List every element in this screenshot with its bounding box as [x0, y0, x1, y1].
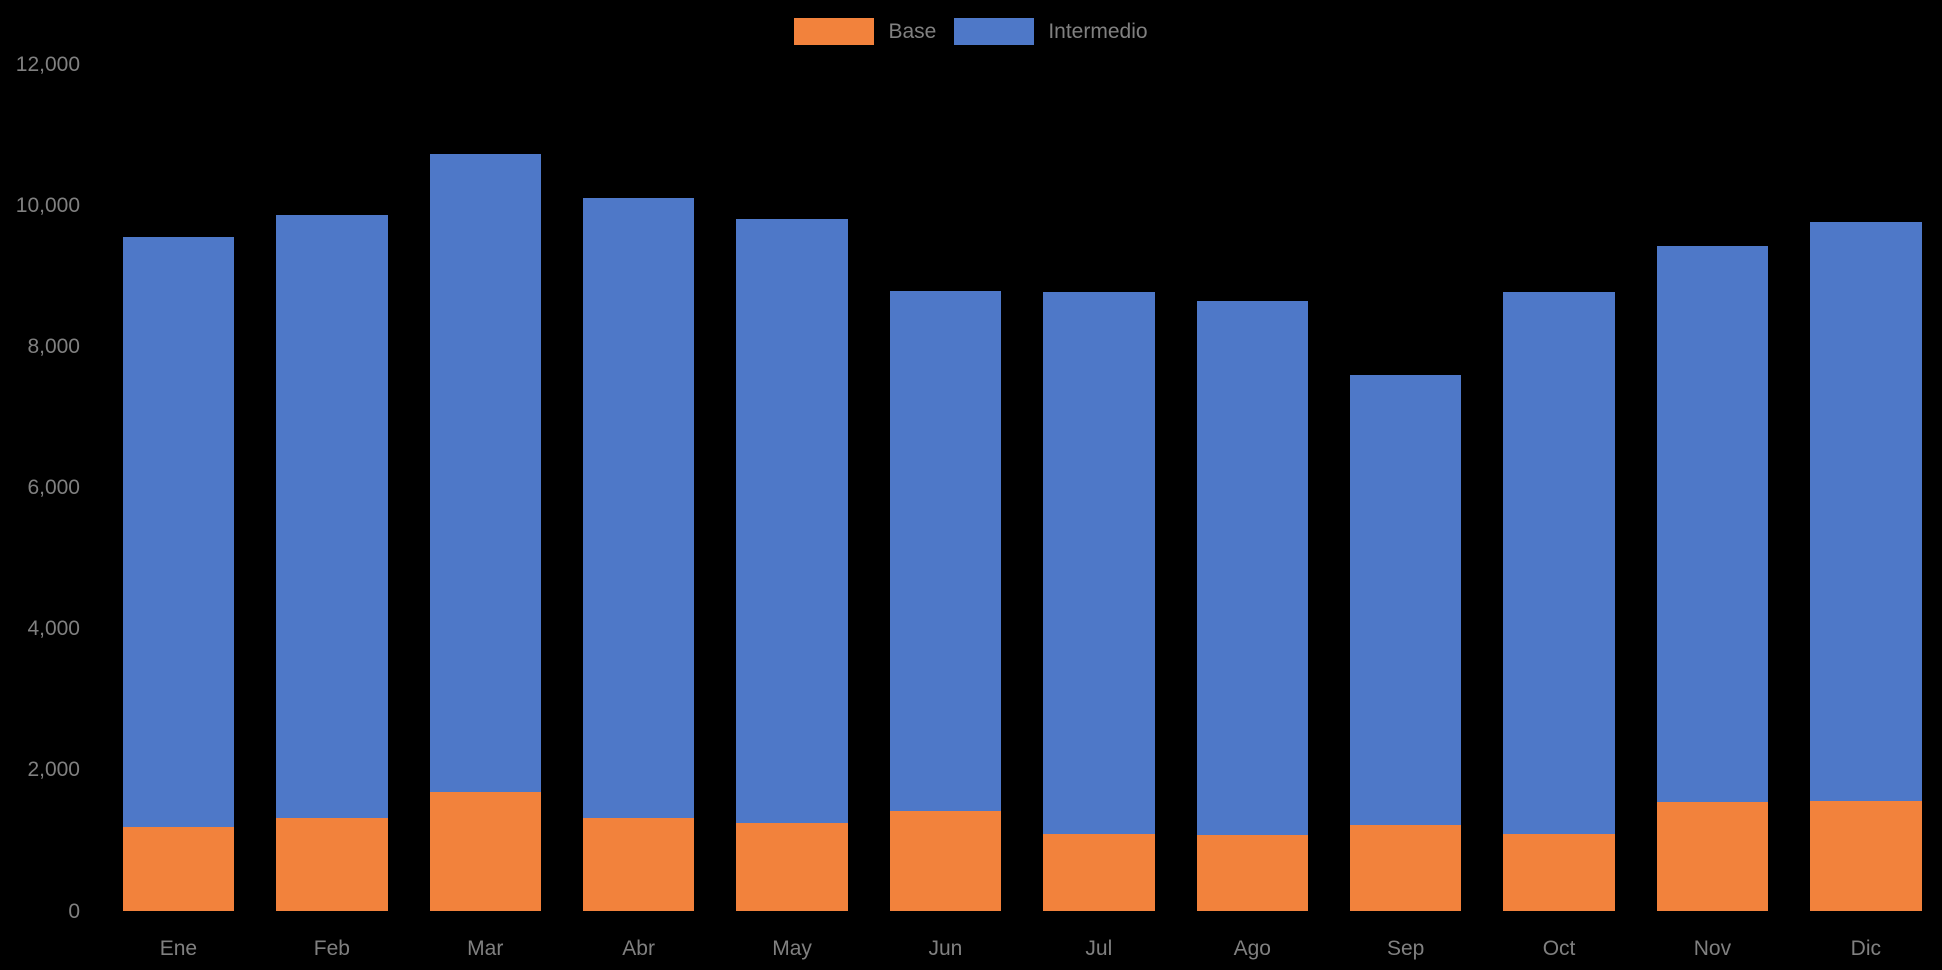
legend-label-base: Base [888, 20, 937, 43]
legend-item-intermedio[interactable]: Intermedio [954, 18, 1148, 45]
bar-segment-intermedio-ene[interactable] [122, 237, 235, 827]
bar-segment-intermedio-feb[interactable] [276, 215, 388, 818]
bar-segment-base-ago[interactable] [1196, 835, 1308, 912]
bar-segment-intermedio-jul[interactable] [1043, 292, 1155, 834]
bar-segment-intermedio-dic[interactable] [1810, 222, 1922, 802]
bar-segment-intermedio-oct[interactable] [1503, 292, 1615, 834]
x-axis-category-label-feb: Feb [313, 937, 350, 960]
chart-legend: Base Intermedio [0, 18, 1942, 45]
bar-segment-base-abr[interactable] [582, 818, 695, 912]
bar-segment-base-jul[interactable] [1043, 833, 1155, 912]
x-axis-category-label-nov: Nov [1693, 937, 1732, 960]
x-axis-category-label-jun: Jun [928, 937, 963, 960]
y-axis-tick-label-0: 0 [68, 899, 80, 923]
y-axis-tick-label-12000: 12,000 [15, 53, 80, 76]
bar-segment-base-sep[interactable] [1349, 824, 1462, 912]
bar-segment-intermedio-ago[interactable] [1196, 300, 1308, 836]
bar-segment-intermedio-jun[interactable] [889, 291, 1002, 811]
bar-segment-base-jun[interactable] [889, 810, 1002, 912]
bar-segment-intermedio-abr[interactable] [582, 198, 695, 819]
x-axis-category-label-ene: Ene [159, 937, 198, 960]
x-axis-category-label-abr: Abr [622, 937, 655, 960]
legend-item-base[interactable]: Base [794, 18, 936, 45]
y-axis-tick-label-2000: 2,000 [27, 758, 80, 782]
bar-segment-base-ene[interactable] [122, 826, 235, 912]
x-axis-category-label-dic: Dic [1850, 937, 1882, 960]
y-axis-tick-label-8000: 8,000 [27, 335, 80, 359]
x-axis-category-label-may: May [772, 937, 812, 960]
bar-segment-intermedio-mar[interactable] [429, 153, 541, 792]
bar-segment-base-oct[interactable] [1503, 833, 1615, 912]
x-axis-category-label-jul: Jul [1085, 937, 1113, 960]
bar-segment-base-nov[interactable] [1656, 802, 1769, 912]
legend-label-intermedio: Intermedio [1048, 20, 1148, 43]
bar-segment-base-feb[interactable] [276, 817, 388, 912]
legend-swatch-base[interactable] [794, 18, 875, 45]
x-axis-category-label-oct: Oct [1542, 937, 1576, 960]
bar-segment-base-dic[interactable] [1810, 801, 1922, 912]
bar-segment-intermedio-nov[interactable] [1656, 246, 1769, 803]
bar-segment-base-mar[interactable] [429, 791, 541, 912]
y-axis-tick-label-6000: 6,000 [27, 476, 80, 500]
x-axis-category-label-ago: Ago [1233, 937, 1271, 960]
x-axis-category-label-mar: Mar [467, 937, 504, 960]
bar-segment-intermedio-may[interactable] [736, 218, 848, 824]
bar-segment-intermedio-sep[interactable] [1349, 375, 1462, 825]
y-axis-tick-label-10000: 10,000 [15, 194, 80, 218]
legend-swatch-intermedio[interactable] [954, 18, 1035, 45]
bar-segment-base-may[interactable] [736, 823, 848, 912]
y-axis-tick-label-4000: 4,000 [27, 617, 80, 641]
x-axis-category-label-sep: Sep [1386, 937, 1425, 960]
